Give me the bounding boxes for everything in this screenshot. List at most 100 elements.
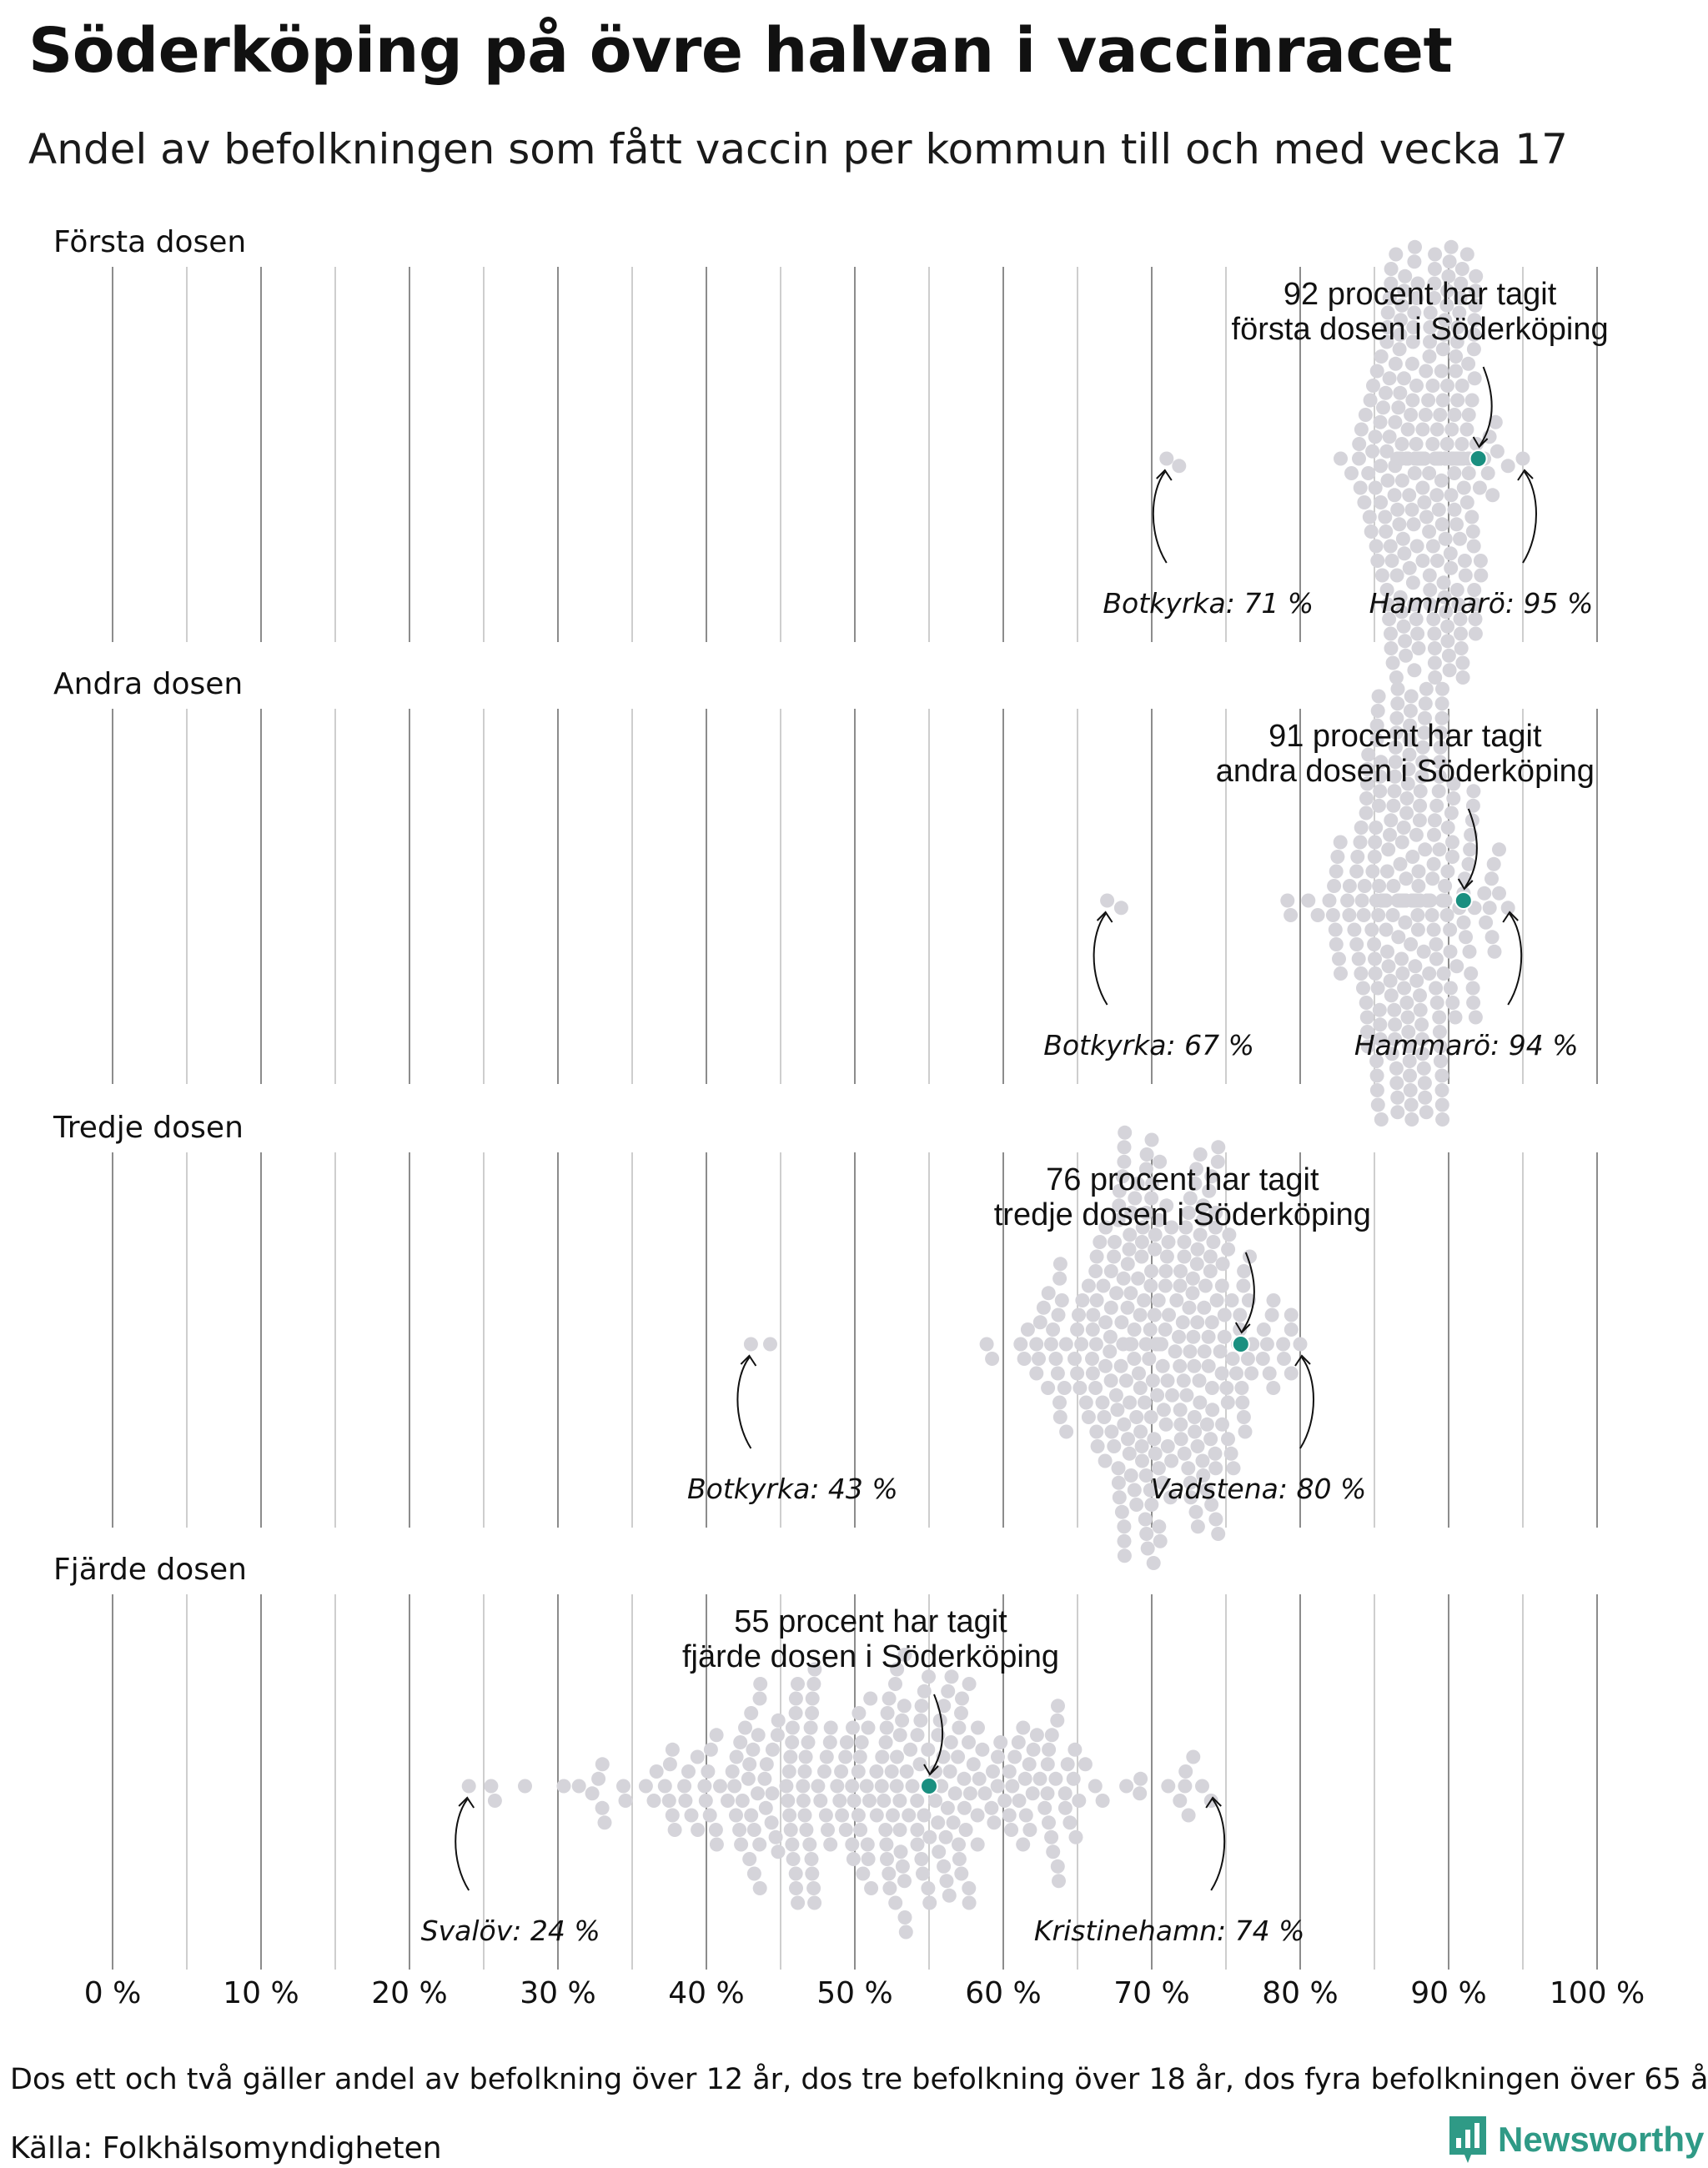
data-point <box>1124 1337 1139 1352</box>
data-point <box>1454 437 1469 451</box>
data-point <box>846 1852 861 1866</box>
data-point <box>1492 886 1506 901</box>
data-point <box>1051 1699 1065 1714</box>
data-point <box>1409 827 1424 842</box>
data-point <box>741 1771 756 1786</box>
data-point <box>1103 1300 1118 1315</box>
data-point <box>1453 291 1468 305</box>
min-arrowhead <box>1096 911 1113 923</box>
data-point <box>1173 1432 1188 1447</box>
x-tick-label: 40 % <box>668 1976 744 2010</box>
data-point <box>997 1794 1012 1808</box>
data-point <box>1124 1206 1139 1220</box>
data-point <box>1418 408 1433 422</box>
data-point <box>1492 842 1506 857</box>
data-point <box>1437 327 1452 342</box>
data-point <box>882 1866 897 1881</box>
min-label: Svalöv: 24 % <box>421 1915 600 1947</box>
data-point <box>1422 568 1437 583</box>
data-point <box>1333 835 1348 850</box>
data-point <box>1380 305 1395 320</box>
data-point <box>1173 1794 1188 1808</box>
data-point <box>1392 342 1407 357</box>
data-point <box>1138 1337 1153 1352</box>
data-point <box>1440 821 1455 835</box>
highlight-label-line1: 76 procent har tagit <box>1046 1162 1319 1197</box>
data-point <box>1443 981 1458 996</box>
data-point <box>864 1881 879 1895</box>
data-point <box>1435 1112 1450 1127</box>
data-point <box>1211 1140 1226 1155</box>
data-point <box>1354 422 1369 437</box>
data-point <box>1429 488 1444 503</box>
data-point <box>1360 762 1375 776</box>
data-point <box>1468 612 1483 626</box>
brand-name: Newsworthy <box>1498 2120 1705 2159</box>
data-point <box>1204 1315 1219 1330</box>
data-point <box>1359 1010 1374 1025</box>
data-point <box>487 1794 502 1808</box>
data-point <box>1444 560 1459 575</box>
data-point <box>1373 769 1388 784</box>
data-point <box>1040 1786 1055 1801</box>
data-point <box>1380 473 1395 488</box>
data-point <box>940 1800 955 1815</box>
data-point <box>1459 930 1473 945</box>
data-point <box>1369 718 1384 733</box>
data-point <box>1159 451 1174 466</box>
data-point <box>1330 850 1345 864</box>
data-point <box>1374 459 1388 474</box>
data-point <box>916 1866 930 1881</box>
data-point <box>801 1735 816 1749</box>
data-point <box>888 1895 903 1910</box>
brand-logo[interactable]: Newsworthy <box>1449 2116 1704 2163</box>
data-point <box>1329 864 1344 879</box>
data-point <box>1143 1322 1158 1337</box>
data-point <box>1158 1264 1173 1278</box>
data-point <box>1411 864 1426 879</box>
data-point <box>1389 710 1404 725</box>
data-point <box>1130 1177 1145 1191</box>
data-point <box>744 1706 759 1720</box>
data-point <box>1370 981 1385 996</box>
data-point <box>1453 531 1467 546</box>
data-point <box>1379 334 1394 349</box>
data-point <box>1138 1512 1153 1527</box>
data-point <box>1146 1556 1161 1570</box>
data-point <box>1430 554 1444 568</box>
data-point <box>1152 1519 1167 1534</box>
data-point <box>1473 554 1488 568</box>
data-point <box>1277 1352 1291 1366</box>
data-point <box>1334 966 1348 981</box>
data-point <box>1186 1329 1201 1344</box>
data-point <box>1480 466 1495 480</box>
data-point <box>1381 842 1396 857</box>
data-point <box>1395 966 1410 981</box>
data-point <box>1418 696 1433 711</box>
data-point <box>1415 554 1430 568</box>
data-point <box>1413 798 1428 813</box>
data-point <box>962 1895 977 1910</box>
data-point <box>1374 349 1389 364</box>
data-point <box>1415 740 1430 755</box>
highlight-arrowhead <box>1457 878 1474 891</box>
page-title: Söderköping på övre halvan i vaccinracet <box>28 15 1453 87</box>
data-point <box>1397 284 1412 299</box>
data-point <box>1183 1191 1198 1206</box>
data-point <box>1419 681 1434 696</box>
data-point <box>1357 495 1372 509</box>
data-point <box>1132 1366 1146 1381</box>
data-point <box>1046 1322 1061 1337</box>
data-point <box>1181 1206 1196 1220</box>
data-point <box>1410 276 1425 291</box>
data-point <box>806 1677 821 1691</box>
data-point <box>1244 1366 1259 1381</box>
data-point <box>1444 488 1459 503</box>
data-point <box>1029 1337 1044 1352</box>
data-point <box>1284 1366 1299 1381</box>
data-point <box>1007 1749 1022 1764</box>
data-point <box>1088 1381 1103 1395</box>
data-point <box>1418 710 1432 725</box>
data-point <box>944 1669 959 1684</box>
data-point <box>1387 488 1402 503</box>
